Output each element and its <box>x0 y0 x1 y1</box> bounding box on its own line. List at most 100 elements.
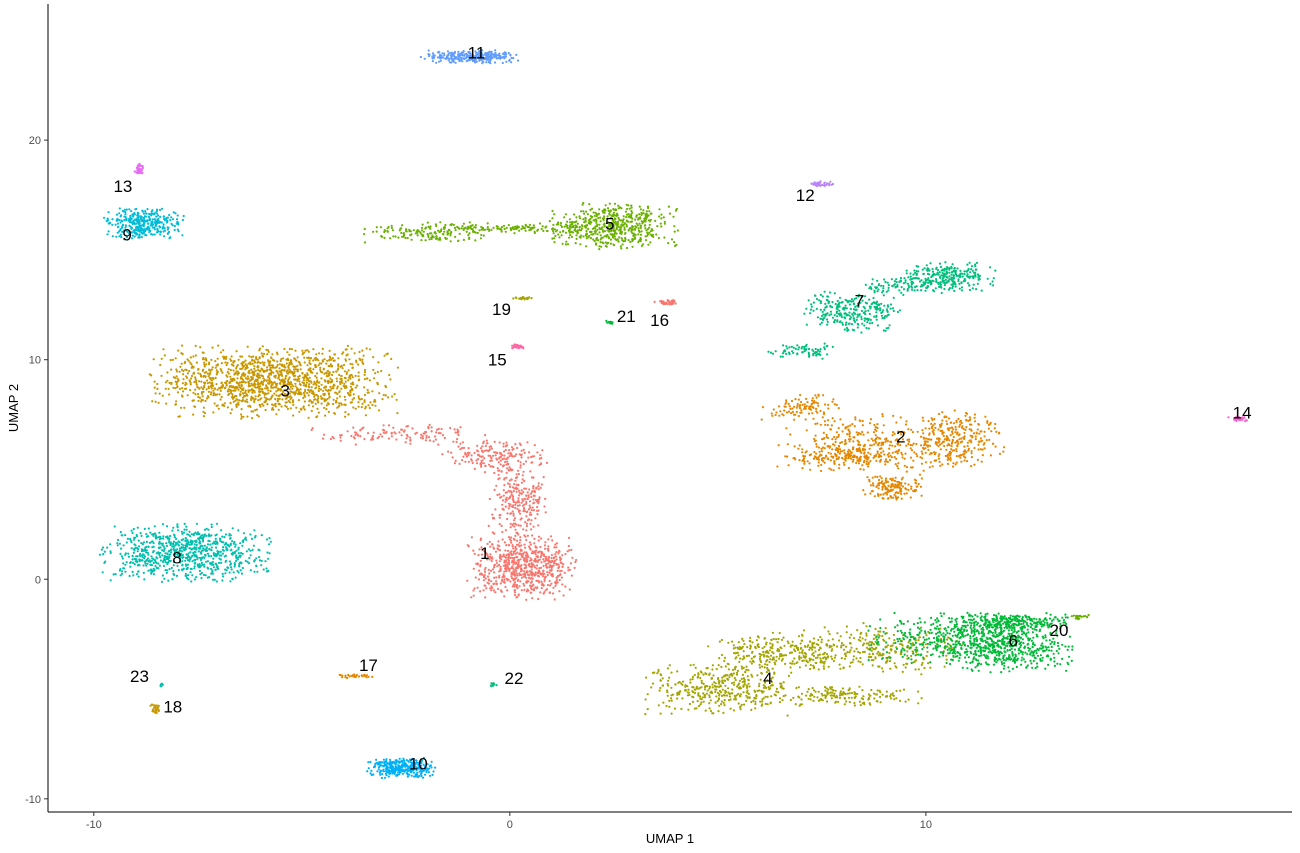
cluster-point <box>551 539 554 542</box>
cluster-point <box>480 455 483 458</box>
cluster-point <box>259 398 262 401</box>
cluster-point <box>857 460 860 463</box>
cluster-point <box>815 407 818 410</box>
cluster-point <box>746 691 749 694</box>
cluster-point <box>829 694 832 697</box>
cluster-point <box>732 709 736 712</box>
cluster-point <box>865 632 868 635</box>
cluster-point <box>905 420 908 423</box>
cluster-point <box>884 646 887 649</box>
cluster-point <box>871 646 874 649</box>
cluster-point <box>326 380 329 383</box>
cluster-point <box>782 695 785 698</box>
cluster-point <box>508 483 511 486</box>
cluster-point <box>554 555 558 558</box>
cluster-point <box>504 564 507 567</box>
cluster-point <box>324 414 327 417</box>
cluster-point <box>267 360 270 363</box>
cluster-point <box>154 392 157 395</box>
cluster-point <box>333 412 336 415</box>
cluster-point <box>660 225 663 228</box>
cluster-point <box>550 582 553 585</box>
cluster-point <box>983 430 986 433</box>
cluster-point <box>835 645 839 648</box>
cluster-point <box>933 451 936 454</box>
cluster-point <box>808 454 811 457</box>
cluster-point <box>827 419 830 422</box>
cluster-point <box>194 378 197 381</box>
cluster-point <box>777 648 781 651</box>
cluster-point <box>503 559 506 562</box>
cluster-point <box>516 559 519 562</box>
cluster-point <box>483 449 486 452</box>
cluster-point <box>822 652 826 656</box>
cluster-point <box>894 650 897 653</box>
cluster-point <box>937 454 940 458</box>
cluster-point <box>881 485 884 489</box>
cluster-point <box>200 386 203 389</box>
cluster-point <box>200 400 203 403</box>
cluster-point <box>304 349 307 352</box>
cluster-point <box>265 348 268 351</box>
cluster-point <box>988 438 991 441</box>
cluster-point <box>841 687 844 690</box>
cluster-point <box>457 445 460 448</box>
cluster-point <box>202 356 205 360</box>
cluster-point <box>881 413 884 416</box>
cluster-point <box>709 699 712 702</box>
cluster-point <box>372 438 375 441</box>
cluster-point <box>848 452 851 455</box>
cluster-point <box>739 657 742 660</box>
cluster-point <box>552 556 556 559</box>
cluster-point <box>188 380 191 383</box>
cluster-point <box>567 569 570 572</box>
cluster-point <box>545 563 548 566</box>
cluster-point <box>206 382 209 385</box>
cluster-point <box>895 689 898 693</box>
cluster-point <box>328 373 331 376</box>
cluster-point <box>697 705 701 708</box>
cluster-point <box>646 693 649 696</box>
cluster-point <box>525 581 528 584</box>
cluster-point <box>795 406 798 409</box>
cluster-point <box>920 697 923 700</box>
cluster-point <box>318 352 321 355</box>
cluster-point <box>950 448 953 451</box>
cluster-point <box>519 539 522 542</box>
cluster-point <box>485 587 488 590</box>
cluster-point <box>830 686 834 689</box>
cluster-point <box>977 423 981 426</box>
cluster-point <box>839 441 842 445</box>
cluster-point <box>210 358 213 361</box>
cluster-point <box>781 413 784 416</box>
cluster-point <box>351 366 354 370</box>
cluster-point <box>676 670 679 673</box>
cluster-point <box>537 482 540 485</box>
cluster-point <box>727 641 730 644</box>
cluster-point <box>843 452 846 455</box>
cluster-point <box>535 567 538 570</box>
cluster-point <box>836 632 839 635</box>
cluster-point <box>902 688 906 691</box>
cluster-point <box>523 563 526 566</box>
cluster-point <box>915 452 918 456</box>
cluster-point <box>882 450 885 453</box>
cluster-point <box>248 369 251 372</box>
cluster-point <box>946 458 949 461</box>
cluster-point <box>808 648 811 651</box>
cluster-point <box>848 430 851 433</box>
cluster-point <box>906 662 909 666</box>
cluster-point <box>517 578 520 582</box>
cluster-point <box>210 379 213 382</box>
cluster-point <box>340 387 343 390</box>
cluster-point <box>195 381 198 384</box>
cluster-point <box>951 432 954 435</box>
cluster-point <box>461 446 464 450</box>
cluster-point <box>861 663 864 666</box>
cluster-point <box>278 367 281 370</box>
cluster-point <box>570 574 574 577</box>
cluster-point <box>682 680 685 683</box>
cluster-point <box>724 691 727 695</box>
cluster-point <box>837 433 841 436</box>
cluster-point <box>609 216 613 219</box>
